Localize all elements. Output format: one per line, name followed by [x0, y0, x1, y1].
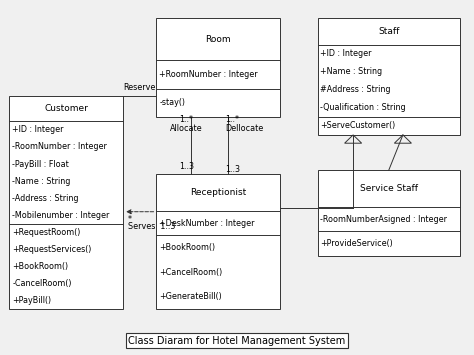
- Text: +ID : Integer: +ID : Integer: [12, 125, 64, 135]
- Text: +RequestRoom(): +RequestRoom(): [12, 228, 81, 237]
- Text: 1..*: 1..*: [179, 115, 193, 125]
- Text: +BookRoom(): +BookRoom(): [159, 243, 215, 252]
- Text: +BookRoom(): +BookRoom(): [12, 262, 68, 271]
- Text: -RoomNumber : Integer: -RoomNumber : Integer: [12, 142, 107, 152]
- Text: *: *: [128, 215, 132, 224]
- Bar: [156, 174, 280, 309]
- Text: 1..*: 1..*: [226, 115, 240, 125]
- Text: Reserve: Reserve: [124, 83, 156, 92]
- Text: Receptionist: Receptionist: [190, 188, 246, 197]
- Text: Room: Room: [205, 34, 231, 44]
- Text: -CancelRoom(): -CancelRoom(): [12, 279, 72, 288]
- Text: -Name : String: -Name : String: [12, 176, 71, 186]
- Text: +DeskNumber : Integer: +DeskNumber : Integer: [159, 219, 255, 228]
- Text: 1..3: 1..3: [225, 165, 240, 174]
- Text: Customer: Customer: [45, 104, 88, 113]
- Text: Service Staff: Service Staff: [360, 184, 418, 193]
- Text: Class Diaram for Hotel Management System: Class Diaram for Hotel Management System: [128, 336, 346, 346]
- Text: -Mobilenumber : Integer: -Mobilenumber : Integer: [12, 211, 109, 220]
- Text: Allocate: Allocate: [170, 124, 202, 133]
- Text: Dellocate: Dellocate: [225, 124, 264, 133]
- Bar: [9, 96, 123, 309]
- Text: -Address : String: -Address : String: [12, 193, 79, 203]
- Text: +ProvideService(): +ProvideService(): [320, 239, 393, 248]
- Text: Serves  1..3: Serves 1..3: [128, 223, 175, 231]
- Text: #Address : String: #Address : String: [320, 85, 391, 94]
- Text: -Qualification : String: -Qualification : String: [320, 103, 406, 113]
- Text: +ID : Integer: +ID : Integer: [320, 49, 372, 58]
- Text: -PayBill : Float: -PayBill : Float: [12, 159, 69, 169]
- Text: 1..3: 1..3: [179, 162, 194, 171]
- Text: -RoomNumberAsigned : Integer: -RoomNumberAsigned : Integer: [320, 214, 447, 224]
- Text: +RoomNumber : Integer: +RoomNumber : Integer: [159, 70, 258, 79]
- Text: Staff: Staff: [378, 27, 400, 36]
- Bar: [318, 18, 460, 135]
- Text: +GenerateBill(): +GenerateBill(): [159, 292, 222, 301]
- Text: +CancelRoom(): +CancelRoom(): [159, 268, 222, 277]
- Text: -stay(): -stay(): [159, 98, 185, 108]
- Bar: [318, 170, 460, 256]
- Text: +PayBill(): +PayBill(): [12, 296, 52, 305]
- Text: +ServeCustomer(): +ServeCustomer(): [320, 121, 396, 130]
- Text: +RequestServices(): +RequestServices(): [12, 245, 91, 254]
- Text: +Name : String: +Name : String: [320, 67, 383, 76]
- Bar: [156, 18, 280, 117]
